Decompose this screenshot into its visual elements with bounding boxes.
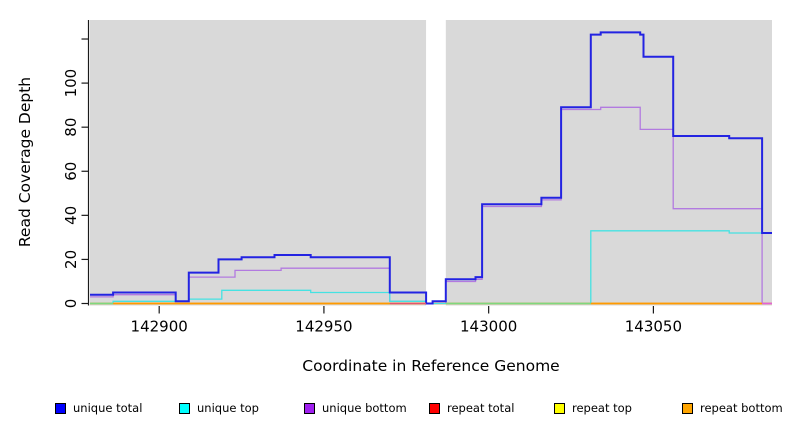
legend-item-unique-bottom: unique bottom bbox=[304, 401, 407, 415]
legend-item-repeat-total: repeat total bbox=[429, 401, 514, 415]
legend-label: unique total bbox=[73, 401, 143, 415]
unique-bottom-swatch-icon bbox=[304, 402, 315, 414]
y-tick-label: 20 bbox=[62, 250, 80, 269]
unique-total-swatch-icon bbox=[55, 402, 66, 414]
repeat-bottom-swatch-icon bbox=[682, 402, 693, 414]
legend-label: repeat top bbox=[572, 401, 632, 415]
x-axis-title: Coordinate in Reference Genome bbox=[302, 357, 560, 375]
legend: unique total unique top unique bottom re… bbox=[0, 401, 792, 417]
y-tick-label: 80 bbox=[62, 118, 80, 137]
x-tick-label: 143000 bbox=[460, 318, 517, 336]
legend-item-repeat-top: repeat top bbox=[554, 401, 632, 415]
y-tick-label: 0 bbox=[62, 299, 80, 309]
x-tick-label: 143050 bbox=[625, 318, 682, 336]
legend-label: unique bottom bbox=[322, 401, 407, 415]
x-tick-label: 142900 bbox=[131, 318, 188, 336]
y-tick-label: 40 bbox=[62, 206, 80, 225]
x-tick-label: 142950 bbox=[295, 318, 352, 336]
repeat-total-swatch-icon bbox=[429, 402, 440, 414]
legend-label: repeat bottom bbox=[700, 401, 783, 415]
legend-item-unique-top: unique top bbox=[179, 401, 259, 415]
legend-label: unique top bbox=[197, 401, 259, 415]
legend-label: repeat total bbox=[447, 401, 515, 415]
y-axis-title: Read Coverage Depth bbox=[16, 76, 34, 248]
coverage-gap-band bbox=[426, 19, 446, 307]
y-tick-label: 100 bbox=[62, 69, 80, 98]
unique-top-swatch-icon bbox=[179, 402, 190, 414]
repeat-top-swatch-icon bbox=[554, 402, 565, 414]
legend-item-repeat-bottom: repeat bottom bbox=[682, 401, 783, 415]
y-tick-label: 60 bbox=[62, 162, 80, 181]
series-unique-total-line bbox=[90, 31, 772, 305]
legend-item-unique-total: unique total bbox=[55, 401, 142, 415]
